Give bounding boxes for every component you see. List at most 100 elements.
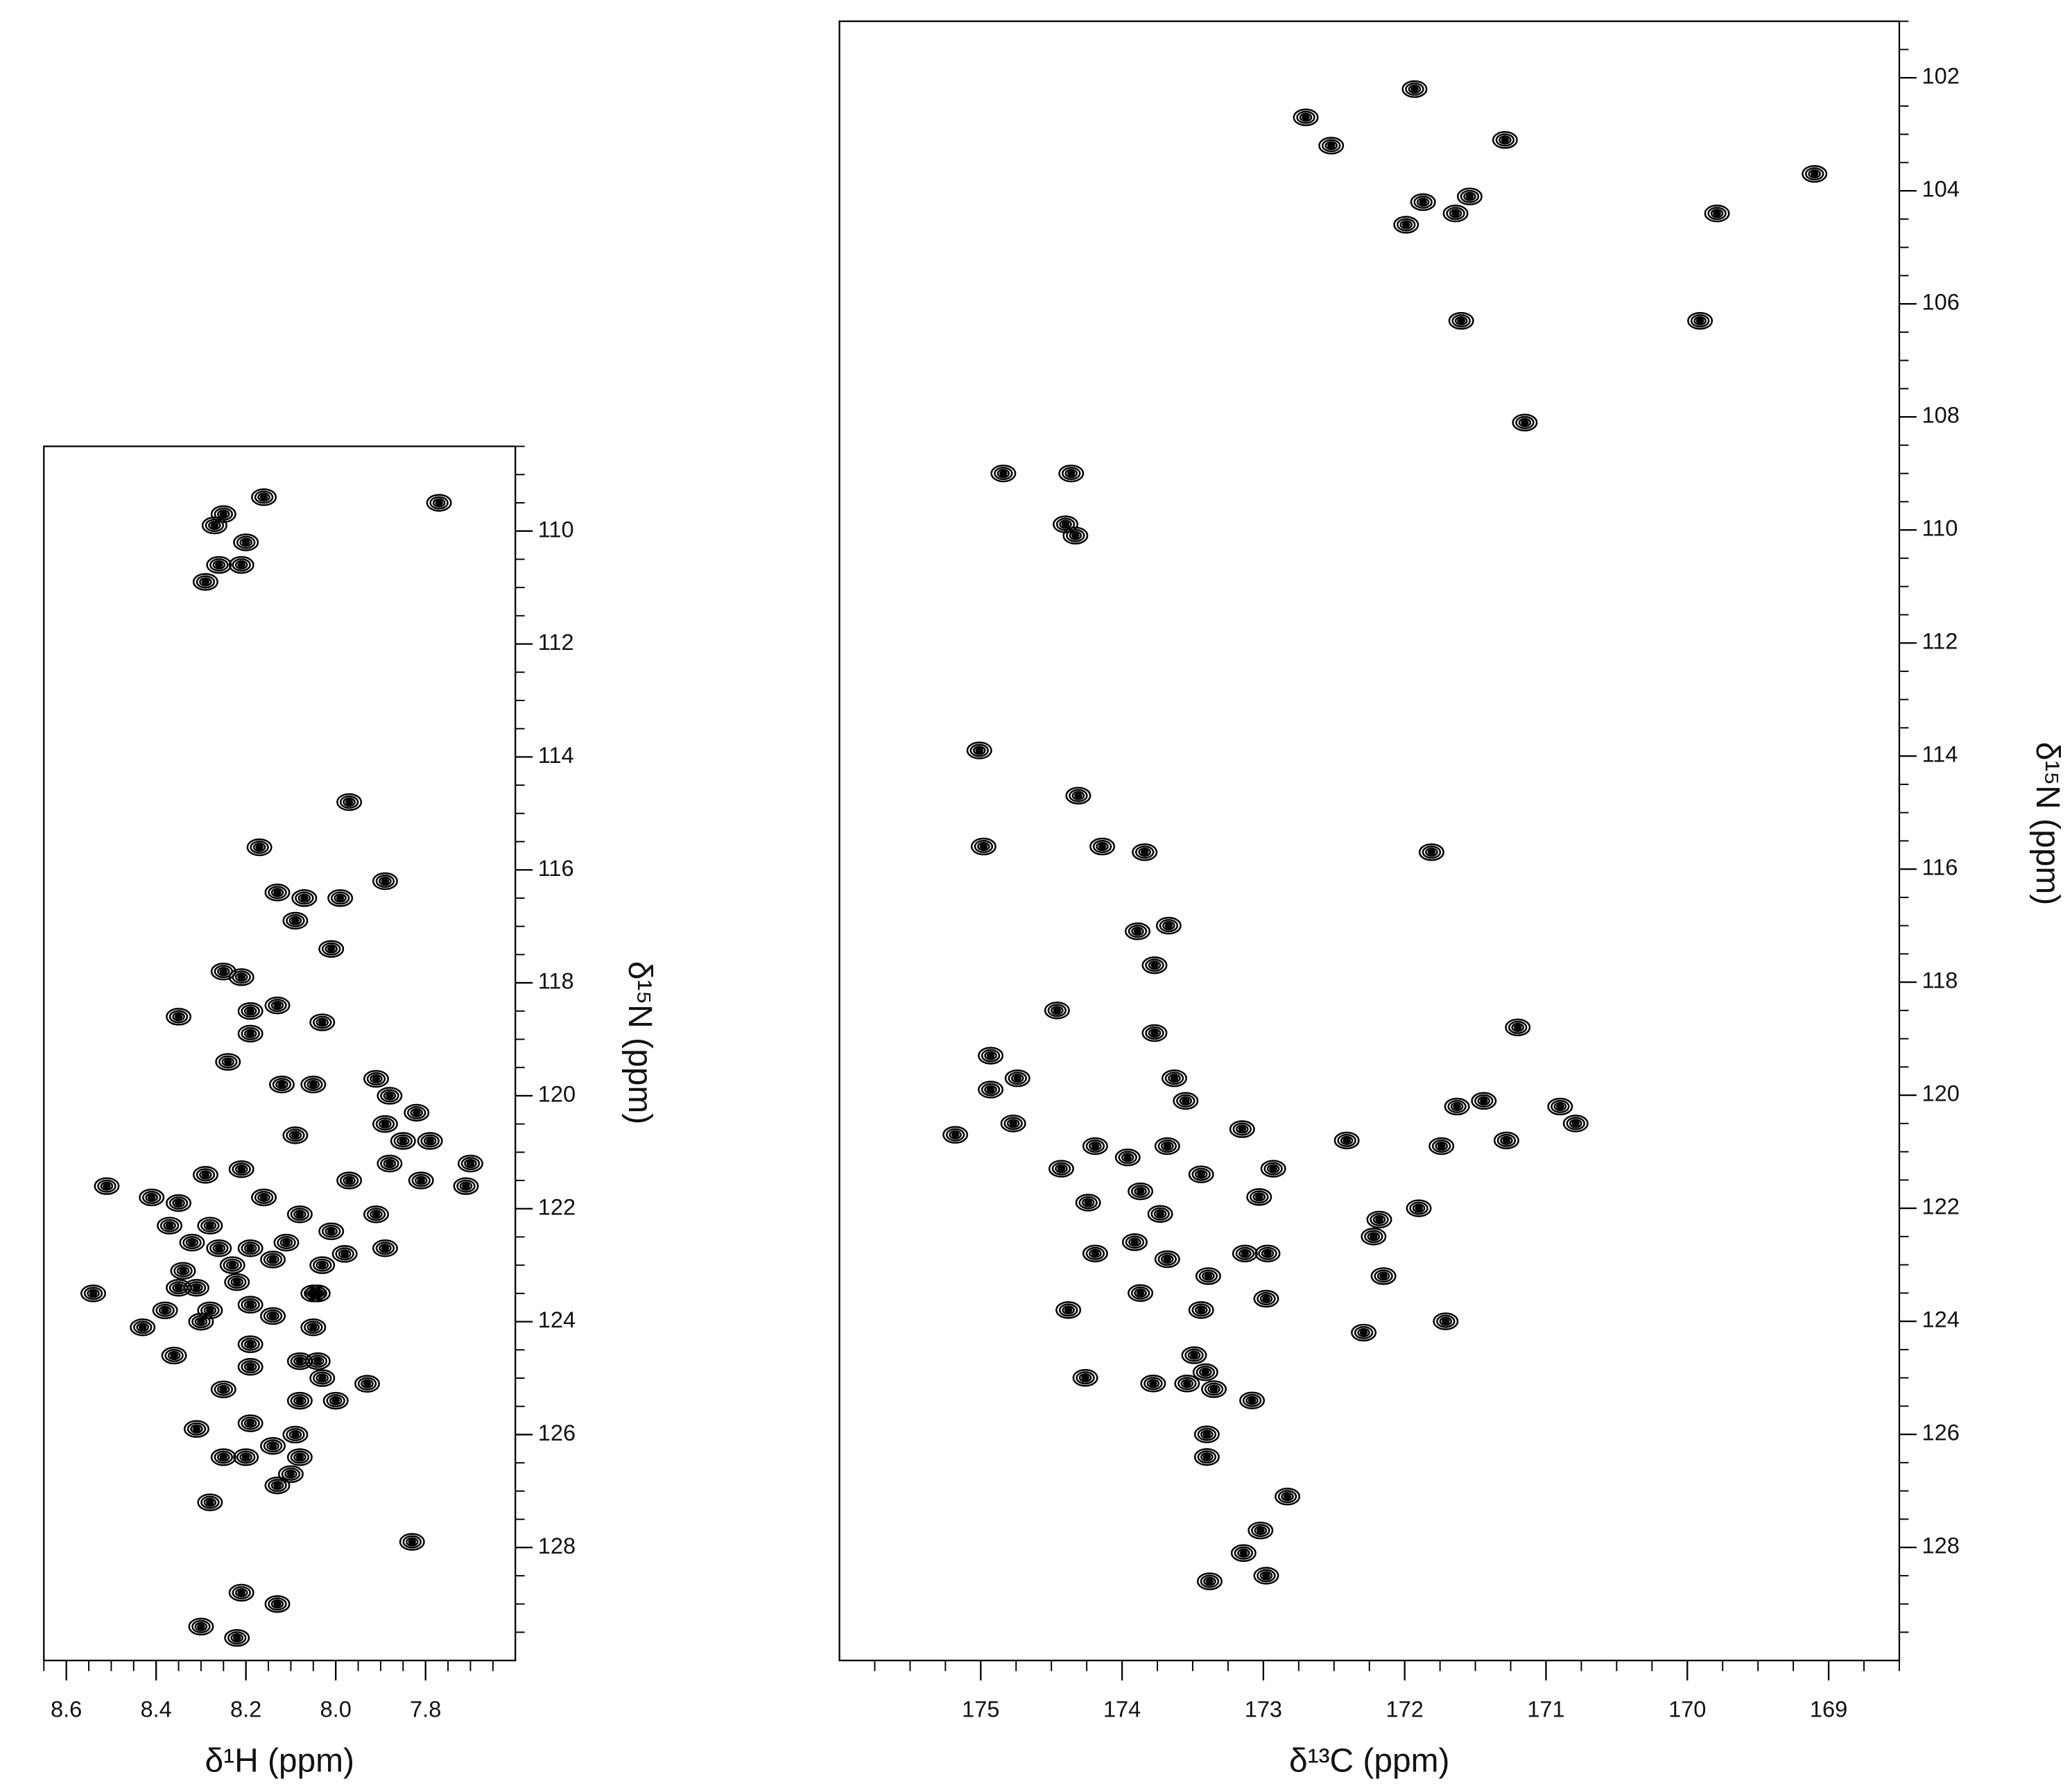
peak [1512, 413, 1538, 432]
contour [233, 533, 259, 551]
contour [264, 884, 291, 902]
contour [236, 535, 256, 549]
contour [974, 840, 994, 854]
peak [1471, 1092, 1497, 1110]
contour [386, 1092, 394, 1099]
contour [1433, 1312, 1459, 1330]
contour [453, 1177, 479, 1195]
contour [972, 746, 986, 755]
contour [208, 520, 221, 531]
contour [1299, 112, 1313, 122]
peak [1075, 1194, 1101, 1212]
contour [268, 1313, 277, 1319]
peak [1370, 1267, 1397, 1285]
contour [1359, 1330, 1368, 1336]
y-tick-label: 124 [1922, 1307, 1960, 1332]
peak [322, 1391, 349, 1410]
contour [1150, 1030, 1159, 1036]
contour [1439, 1316, 1453, 1326]
contour [1055, 1301, 1082, 1319]
x-tick-label: 171 [1527, 1697, 1564, 1722]
contour [1009, 1120, 1018, 1127]
contour [201, 516, 227, 535]
contour [233, 1448, 259, 1466]
contour [217, 1452, 230, 1462]
contour [1409, 1201, 1428, 1215]
contour [1128, 1182, 1154, 1201]
peak [273, 1233, 300, 1252]
contour [338, 1249, 352, 1259]
contour [1419, 199, 1428, 205]
contour [329, 1395, 343, 1406]
contour [237, 1590, 246, 1596]
contour [191, 1315, 211, 1329]
peak [237, 1024, 264, 1043]
contour [309, 1013, 336, 1031]
contour [379, 1244, 392, 1253]
peak [1275, 1488, 1301, 1506]
contour [343, 1176, 356, 1185]
contour [286, 1391, 313, 1410]
contour [1000, 1115, 1026, 1133]
contour [1191, 1303, 1211, 1317]
contour [399, 1137, 408, 1144]
contour [176, 1266, 190, 1275]
y-tick-label: 116 [538, 856, 574, 881]
contour [309, 1256, 336, 1274]
contour [1062, 526, 1089, 545]
contour [366, 1072, 386, 1085]
contour [194, 1622, 208, 1631]
contour [214, 562, 223, 568]
contour [1477, 1096, 1491, 1106]
contour [1089, 1248, 1102, 1258]
peak [1188, 1165, 1214, 1183]
contour [375, 1117, 395, 1131]
peak [166, 1008, 192, 1026]
contour [246, 838, 273, 857]
peak [1132, 843, 1158, 861]
contour [309, 1081, 318, 1088]
contour [1132, 843, 1158, 861]
contour [1293, 108, 1319, 126]
contour [1441, 1318, 1450, 1325]
contour [228, 1160, 254, 1178]
contour [399, 1533, 425, 1551]
contour [996, 469, 1010, 479]
contour [1136, 1290, 1145, 1296]
contour [1802, 164, 1828, 183]
contour [1258, 1246, 1277, 1260]
contour [293, 1395, 307, 1406]
contour [1069, 531, 1082, 540]
contour [1465, 193, 1474, 200]
peak [408, 1171, 434, 1189]
contour [270, 888, 284, 897]
contour [325, 1226, 338, 1236]
contour [241, 1337, 260, 1351]
contour [318, 1262, 327, 1269]
contour [372, 1076, 381, 1082]
contour [1713, 210, 1721, 217]
peak [1193, 1425, 1220, 1443]
contour [1058, 1303, 1078, 1317]
peak [1072, 1368, 1098, 1387]
contour [80, 1284, 106, 1303]
x-tick-label: 7.8 [410, 1697, 441, 1722]
peak [1401, 80, 1428, 98]
contour [214, 1382, 233, 1396]
contour [386, 1160, 394, 1167]
peak [1128, 1284, 1154, 1303]
peak [1410, 193, 1436, 212]
contour [1446, 207, 1465, 221]
contour [161, 1346, 187, 1365]
contour [228, 556, 254, 574]
contour [1143, 1377, 1163, 1391]
contour [209, 558, 229, 572]
contour [273, 1002, 282, 1008]
contour [103, 1183, 111, 1189]
peak [336, 793, 363, 811]
contour [1197, 1307, 1206, 1314]
contour [1256, 1527, 1265, 1533]
contour [1055, 1164, 1068, 1174]
contour [182, 1236, 202, 1250]
contour [1496, 1133, 1517, 1147]
